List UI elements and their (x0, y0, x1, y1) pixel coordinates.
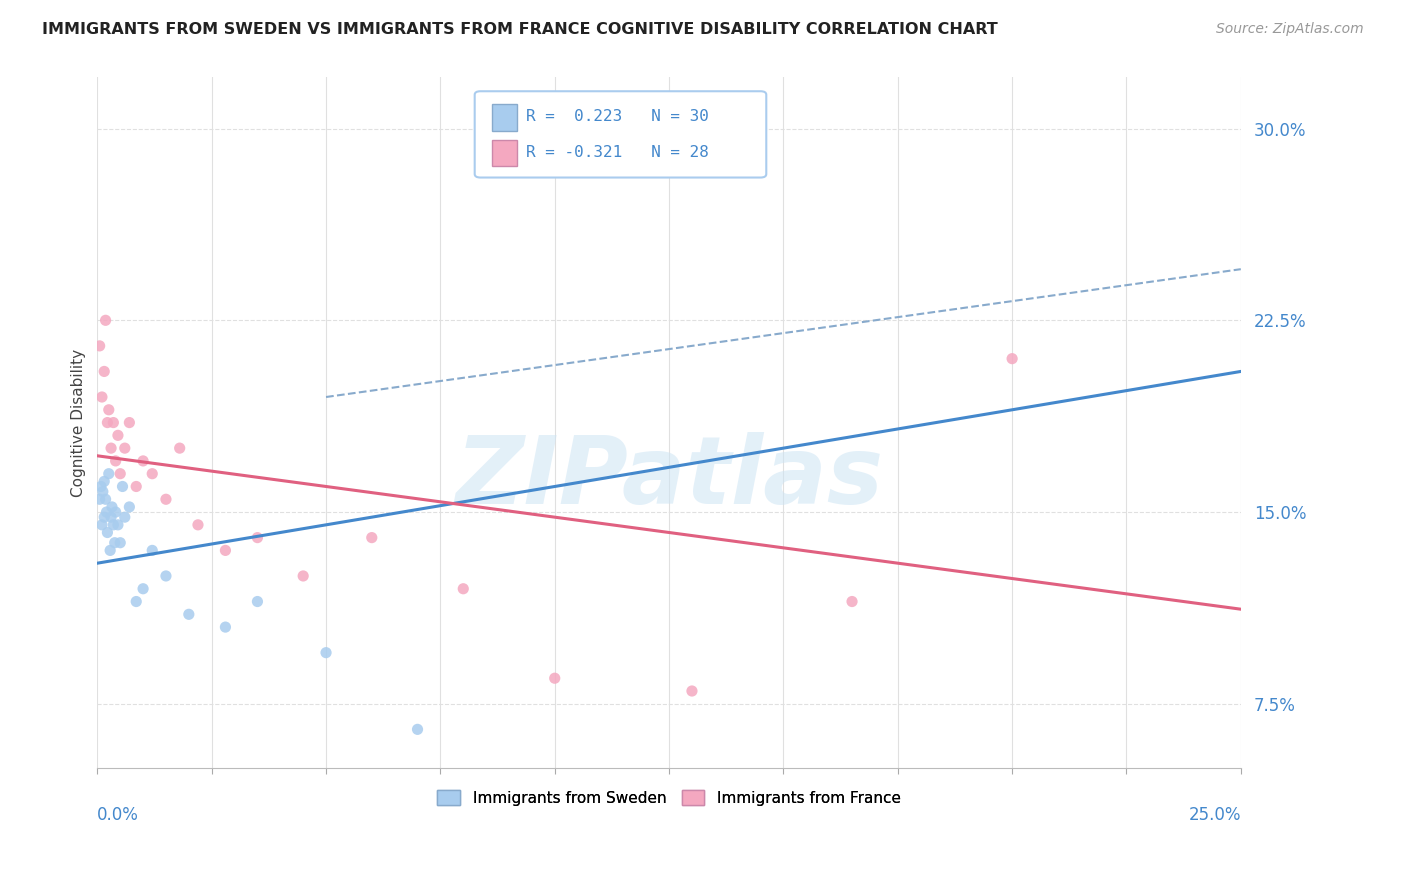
Point (97, 467, 120, 481)
Point (97, 402, 120, 417)
Point (107, 428, 129, 442)
Point (544, 671, 567, 685)
Point (360, 531, 382, 545)
Point (1001, 351, 1024, 366)
Point (125, 594, 148, 608)
Point (90, 517, 112, 532)
Point (110, 535, 132, 549)
FancyBboxPatch shape (475, 91, 766, 178)
Text: Source: ZipAtlas.com: Source: ZipAtlas.com (1216, 22, 1364, 37)
Point (451, 582, 474, 596)
Point (89, 339, 111, 353)
Point (169, 441, 191, 455)
Point (155, 492, 177, 507)
Point (104, 505, 127, 519)
Text: ZIPatlas: ZIPatlas (456, 432, 883, 524)
Point (104, 454, 127, 468)
Point (93, 364, 115, 378)
Point (246, 594, 269, 608)
Point (177, 607, 200, 622)
Point (841, 594, 863, 608)
Point (110, 467, 132, 481)
FancyBboxPatch shape (492, 104, 517, 131)
Text: IMMIGRANTS FROM SWEDEN VS IMMIGRANTS FROM FRANCE COGNITIVE DISABILITY CORRELATIO: IMMIGRANTS FROM SWEDEN VS IMMIGRANTS FRO… (42, 22, 998, 37)
Point (90, 479, 112, 493)
Point (246, 531, 269, 545)
Point (100, 441, 122, 455)
Point (214, 543, 236, 558)
Point (114, 441, 136, 455)
Legend: Immigrants from Sweden, Immigrants from France: Immigrants from Sweden, Immigrants from … (432, 784, 907, 812)
Point (406, 723, 429, 737)
Point (94, 313, 117, 327)
Point (114, 510, 136, 524)
FancyBboxPatch shape (492, 140, 517, 167)
Point (90, 390, 112, 404)
Point (96, 525, 118, 540)
Point (187, 517, 209, 532)
Y-axis label: Cognitive Disability: Cognitive Disability (72, 349, 86, 497)
Point (103, 517, 125, 532)
Point (101, 500, 124, 514)
Text: R = -0.321   N = 28: R = -0.321 N = 28 (526, 145, 709, 161)
Point (104, 535, 127, 549)
Point (292, 569, 315, 583)
Point (132, 454, 155, 468)
Point (141, 467, 163, 481)
Point (100, 510, 122, 524)
Text: R =  0.223   N = 30: R = 0.223 N = 30 (526, 110, 709, 124)
Point (93, 510, 115, 524)
Point (96, 505, 118, 519)
Point (107, 517, 129, 532)
Point (214, 620, 236, 634)
Point (93, 475, 115, 489)
Point (118, 500, 141, 514)
Point (681, 684, 703, 698)
Point (155, 569, 177, 583)
Point (96, 416, 118, 430)
Point (141, 543, 163, 558)
Point (132, 582, 155, 596)
Point (315, 646, 337, 660)
Point (89, 492, 111, 507)
Point (103, 416, 125, 430)
Text: 0.0%: 0.0% (97, 805, 139, 823)
Point (125, 479, 148, 493)
Point (118, 416, 141, 430)
Point (94, 492, 117, 507)
Text: 25.0%: 25.0% (1188, 805, 1241, 823)
Point (98, 543, 121, 558)
Point (111, 479, 134, 493)
Point (91, 484, 114, 499)
